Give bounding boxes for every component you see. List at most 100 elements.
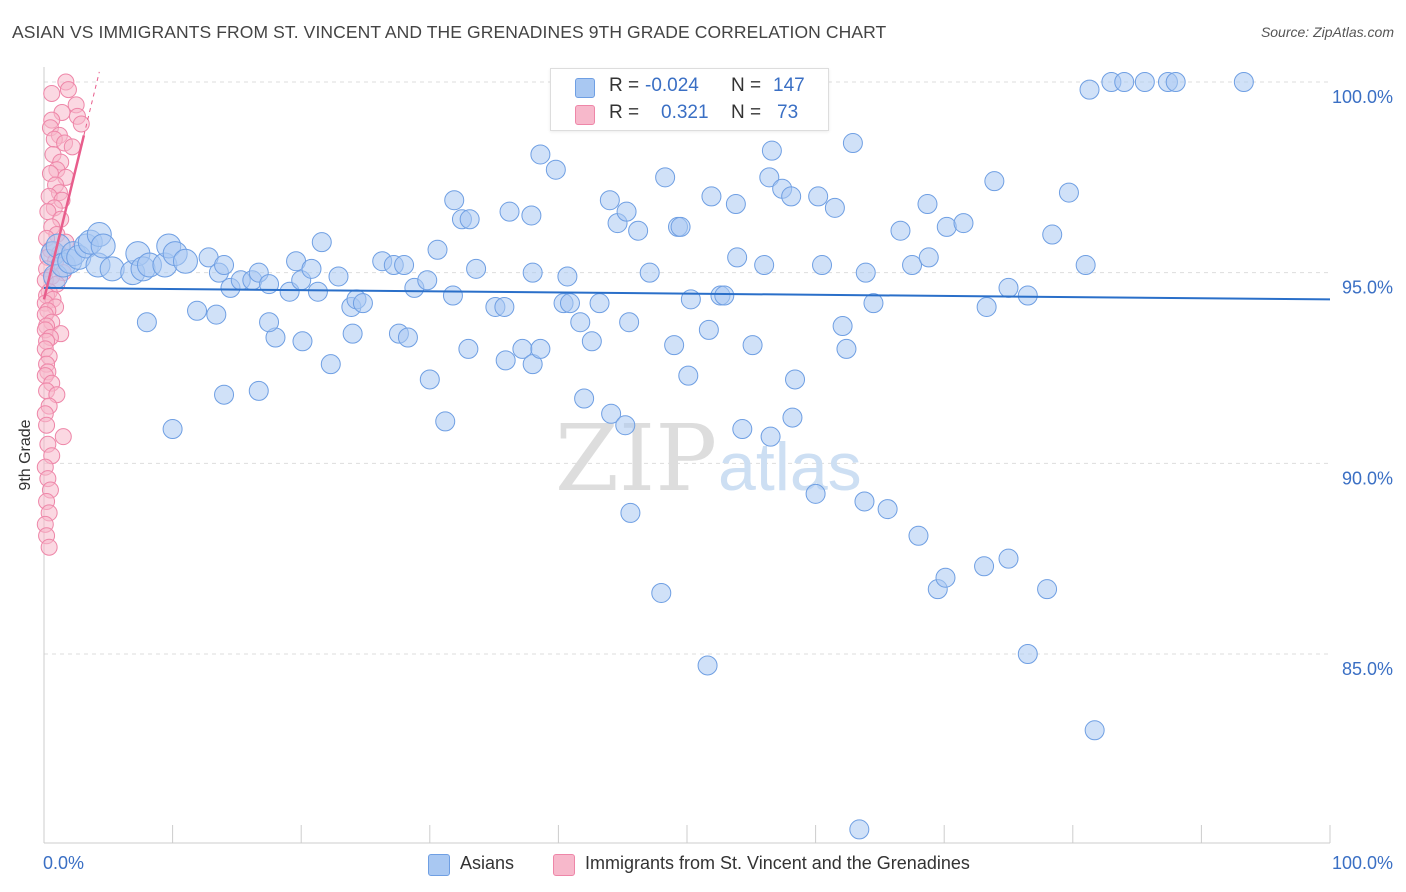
data-point-asians <box>628 220 649 241</box>
data-point-asians <box>301 258 322 279</box>
x-tick-label-max: 100.0% <box>1332 853 1393 873</box>
data-point-asians <box>808 186 829 207</box>
data-point-asians <box>442 285 463 306</box>
data-point-asians <box>417 270 438 291</box>
data-point-asians <box>974 556 995 577</box>
data-point-asians <box>697 655 718 676</box>
trend-line-immigrants-extension <box>83 71 100 136</box>
data-point-asians <box>311 232 332 253</box>
legend-row-immigrants: R = 0.321 N = 73 <box>551 100 828 126</box>
data-point-asians <box>1079 79 1100 100</box>
data-point-immigrants <box>72 115 90 133</box>
data-point-asians <box>248 380 269 401</box>
data-point-asians <box>574 388 595 409</box>
data-point-asians <box>466 258 487 279</box>
data-point-asians <box>394 255 415 276</box>
data-point-asians <box>984 171 1005 192</box>
watermark-zip: ZIP <box>555 405 717 512</box>
data-point-immigrants <box>54 428 72 446</box>
data-point-asians <box>1058 182 1079 203</box>
data-point-asians <box>742 335 763 356</box>
data-point-asians <box>651 582 672 603</box>
data-point-asians <box>1233 72 1254 92</box>
data-point-immigrants <box>40 538 58 556</box>
data-point-asians <box>760 426 781 447</box>
data-point-asians <box>1114 72 1135 92</box>
data-point-asians <box>459 209 480 230</box>
y-tick-label: 95.0% <box>1342 278 1393 298</box>
data-point-asians <box>701 186 722 207</box>
bottom-legend-label-asians: Asians <box>460 853 515 873</box>
data-point-asians <box>1075 255 1096 276</box>
data-point-asians <box>601 403 622 424</box>
data-point-asians <box>849 819 870 840</box>
data-point-immigrants <box>63 138 81 156</box>
data-point-asians <box>732 419 753 440</box>
data-point-asians <box>785 369 806 390</box>
data-point-asians <box>444 190 465 211</box>
bottom-legend-swatch-immigrants <box>553 854 575 876</box>
data-point-asians <box>998 277 1019 298</box>
source-attribution: Source: ZipAtlas.com <box>1260 24 1394 40</box>
data-point-asians <box>495 350 516 371</box>
data-point-asians <box>761 140 782 161</box>
data-point-asians <box>782 407 803 428</box>
legend-n-value-asians: 147 <box>773 75 805 96</box>
data-point-asians <box>936 216 957 237</box>
data-point-asians <box>619 312 640 333</box>
data-point-asians <box>320 354 341 375</box>
legend-row-asians: R = -0.024 N = 147 <box>551 73 828 99</box>
data-point-asians <box>136 312 157 333</box>
x-tick-label-min: 0.0% <box>43 853 84 873</box>
trend-lines <box>42 71 1331 301</box>
data-point-asians <box>521 205 542 226</box>
data-point-asians <box>187 300 208 321</box>
data-point-asians <box>557 266 578 287</box>
trend-line-immigrants <box>42 135 86 300</box>
data-point-asians <box>435 411 456 432</box>
correlation-legend: R = -0.024 N = 147 R = 0.321 N = 73 <box>550 68 829 131</box>
data-point-asians <box>698 319 719 340</box>
data-point-asians <box>570 312 591 333</box>
legend-n-value-immigrants: 73 <box>777 102 799 123</box>
data-point-asians <box>1084 720 1105 741</box>
data-point-asians <box>259 274 280 295</box>
data-point-asians <box>616 201 637 222</box>
data-point-asians <box>725 194 746 215</box>
data-point-asians <box>824 197 845 218</box>
data-point-asians <box>172 248 198 274</box>
bottom-legend-label-immigrants: Immigrants from St. Vincent and the Gren… <box>585 853 970 873</box>
data-point-asians <box>854 491 875 512</box>
data-point-asians <box>842 133 863 154</box>
data-point-asians <box>890 220 911 241</box>
data-point-asians <box>545 159 566 180</box>
data-point-asians <box>615 415 636 436</box>
data-point-asians <box>352 293 373 314</box>
data-point-asians <box>419 369 440 390</box>
data-point-asians <box>976 296 997 317</box>
data-point-asians <box>620 502 641 523</box>
data-point-asians <box>214 255 235 276</box>
data-point-asians <box>328 266 349 287</box>
data-point-asians <box>908 525 929 546</box>
legend-n-label: N = <box>731 75 762 96</box>
data-point-asians <box>581 331 602 352</box>
data-point-asians <box>1017 644 1038 664</box>
data-point-asians <box>877 499 898 520</box>
data-point-asians <box>494 296 515 317</box>
legend-n-label: N = <box>731 102 762 123</box>
legend-r-value-immigrants: 0.321 <box>661 102 709 123</box>
data-point-asians <box>855 262 876 283</box>
data-point-asians <box>655 167 676 188</box>
data-point-asians <box>836 338 857 359</box>
data-point-asians <box>99 256 125 282</box>
data-point-asians <box>1165 72 1186 92</box>
data-point-asians <box>714 285 735 306</box>
y-tick-label: 100.0% <box>1332 87 1393 107</box>
y-tick-label: 90.0% <box>1342 468 1393 488</box>
legend-swatch-immigrants <box>575 105 595 125</box>
y-tick-label: 85.0% <box>1342 659 1393 679</box>
tick-labels: 100.0% 95.0% 90.0% 85.0% 0.0% 100.0% <box>43 87 1393 873</box>
data-point-asians <box>1042 224 1063 245</box>
